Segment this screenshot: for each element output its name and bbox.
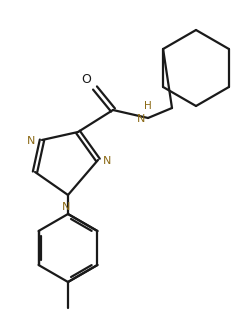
Text: O: O: [81, 73, 91, 86]
Text: N: N: [103, 156, 111, 166]
Text: N: N: [27, 136, 35, 146]
Text: H: H: [144, 101, 152, 111]
Text: N: N: [137, 114, 145, 124]
Text: N: N: [62, 202, 70, 212]
